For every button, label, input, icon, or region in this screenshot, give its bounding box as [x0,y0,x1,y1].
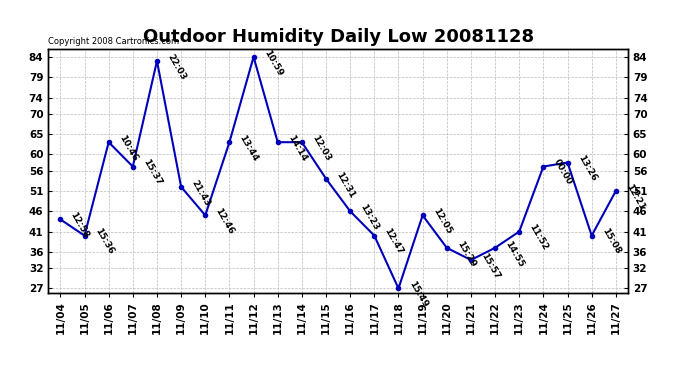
Text: 15:29: 15:29 [455,239,477,268]
Text: 12:05: 12:05 [431,207,453,236]
Text: 12:21: 12:21 [624,182,647,212]
Text: 15:36: 15:36 [93,227,115,256]
Text: 11:52: 11:52 [528,223,550,252]
Text: 10:59: 10:59 [262,48,284,78]
Title: Outdoor Humidity Daily Low 20081128: Outdoor Humidity Daily Low 20081128 [143,28,533,46]
Text: Copyright 2008 Cartronics.com: Copyright 2008 Cartronics.com [48,38,179,46]
Text: 12:58: 12:58 [69,211,91,240]
Text: 13:26: 13:26 [576,154,598,183]
Text: 13:44: 13:44 [238,134,260,163]
Text: 14:55: 14:55 [504,239,526,268]
Text: 21:43: 21:43 [190,178,212,208]
Text: 13:23: 13:23 [359,202,381,232]
Text: 12:46: 12:46 [214,207,236,236]
Text: 15:57: 15:57 [480,251,502,281]
Text: 00:00: 00:00 [552,158,573,187]
Text: 12:47: 12:47 [383,227,405,256]
Text: 15:37: 15:37 [141,158,164,187]
Text: 12:31: 12:31 [335,170,357,200]
Text: 22:03: 22:03 [166,52,188,81]
Text: 15:49: 15:49 [407,280,429,309]
Text: 10:46: 10:46 [117,134,139,163]
Text: 14:14: 14:14 [286,134,308,163]
Text: 12:03: 12:03 [310,134,333,163]
Text: 15:08: 15:08 [600,227,622,256]
